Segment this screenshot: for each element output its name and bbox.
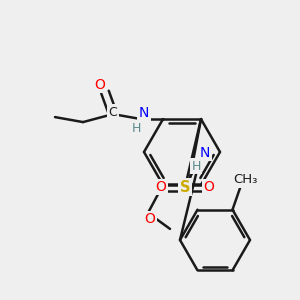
Text: O: O — [94, 78, 105, 92]
Text: CH₃: CH₃ — [233, 173, 258, 186]
Text: H: H — [191, 160, 201, 172]
Text: O: O — [156, 180, 167, 194]
Text: O: O — [145, 212, 155, 226]
Text: N: N — [139, 106, 149, 120]
Text: O: O — [204, 180, 214, 194]
Text: C: C — [109, 106, 117, 118]
Text: S: S — [180, 179, 190, 194]
Text: H: H — [131, 122, 141, 135]
Text: N: N — [200, 146, 210, 160]
